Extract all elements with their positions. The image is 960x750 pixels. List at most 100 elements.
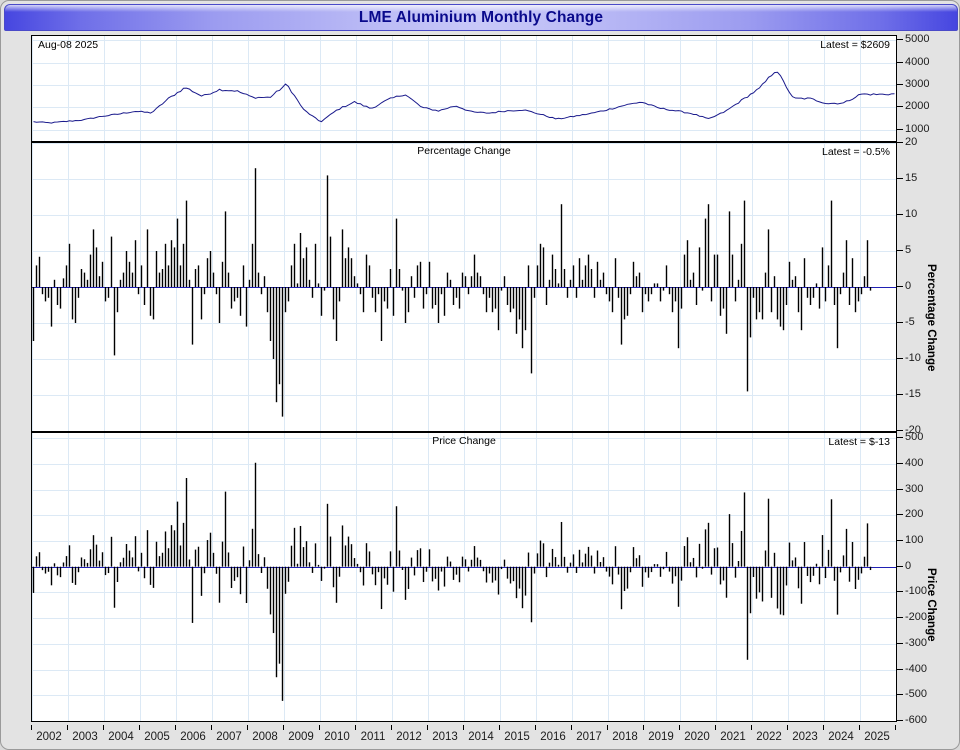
tick-label: 15: [905, 172, 918, 184]
x-axis-label: 2004: [108, 731, 134, 743]
axis-title-percentage-change: Percentage Change: [925, 264, 937, 372]
tick-label: -5: [905, 316, 915, 328]
grid-line-vertical: [428, 433, 429, 721]
panel-price-change[interactable]: Price Change Latest = $-13: [31, 432, 897, 722]
grid-line-horizontal: [32, 463, 896, 465]
x-axis-label: 2015: [504, 731, 530, 743]
tick-dash: [897, 437, 903, 439]
tick-label: 4000: [905, 55, 930, 68]
percentage-panel-title: Percentage Change: [417, 145, 511, 157]
x-axis-label: 2002: [36, 731, 62, 743]
grid-line-vertical: [356, 36, 357, 141]
grid-line-horizontal: [32, 515, 896, 517]
grid-line-vertical: [392, 36, 393, 141]
grid-line-vertical: [212, 36, 213, 141]
x-axis-label: 2019: [648, 731, 674, 743]
tick-dash: [897, 488, 903, 490]
tick-dash: [897, 565, 903, 567]
tick-label: -20: [905, 424, 921, 436]
tick-dash: [897, 39, 903, 41]
grid-line-vertical: [248, 433, 249, 721]
x-axis-tick: [499, 725, 500, 730]
grid-line-vertical: [788, 433, 789, 721]
tick-dash: [897, 540, 903, 541]
grid-line-horizontal: [32, 85, 896, 87]
grid-line-vertical: [536, 433, 537, 721]
tick-label: -10: [905, 352, 921, 364]
percentage-latest-label: Latest = -0.5%: [822, 146, 890, 158]
x-axis-tick: [823, 725, 824, 730]
x-axis-tick: [31, 725, 32, 730]
tick-label: 300: [905, 482, 924, 495]
x-axis-tick: [139, 725, 140, 730]
grid-line-vertical: [284, 433, 285, 721]
grid-line-horizontal: [32, 251, 896, 252]
tick-label: 5000: [905, 33, 930, 46]
grid-line-vertical: [464, 433, 465, 721]
tick-label: 5: [905, 244, 912, 256]
x-axis-label: 2005: [144, 731, 170, 743]
tick-dash: [897, 430, 903, 431]
x-axis-tick: [319, 725, 320, 730]
grid-line-horizontal: [32, 669, 896, 671]
chart-canvas: Aug-08 2025 Latest = $2609 Percentage Ch…: [1, 32, 959, 749]
grid-line-vertical: [716, 433, 717, 721]
grid-line-vertical: [608, 433, 609, 721]
grid-line-horizontal: [32, 323, 896, 324]
x-axis-label: 2023: [792, 731, 818, 743]
grid-line-horizontal: [32, 438, 896, 440]
x-axis-tick: [895, 725, 896, 730]
zero-line: [32, 566, 896, 568]
grid-line-vertical: [716, 36, 717, 141]
grid-line-horizontal: [32, 129, 896, 131]
grid-line-vertical: [536, 36, 537, 141]
grid-line-vertical: [356, 433, 357, 721]
price-change-panel-title: Price Change: [432, 435, 496, 447]
x-axis-label: 2011: [360, 731, 386, 743]
x-axis-tick: [607, 725, 608, 730]
grid-line-horizontal: [32, 695, 896, 697]
grid-line-vertical: [212, 433, 213, 721]
grid-line-vertical: [32, 433, 33, 721]
grid-line-vertical: [176, 36, 177, 141]
tick-label: 0: [905, 280, 912, 292]
tick-label: 200: [905, 508, 924, 521]
panel-price-history[interactable]: Aug-08 2025 Latest = $2609: [31, 35, 897, 142]
x-axis-tick: [643, 725, 644, 730]
x-axis-label: 2016: [540, 731, 566, 743]
x-axis-label: 2017: [576, 731, 602, 743]
x-axis-label: 2012: [396, 731, 422, 743]
grid-line-vertical: [176, 433, 177, 721]
grid-line-horizontal: [32, 107, 896, 109]
grid-line-horizontal: [32, 62, 896, 64]
tick-label: 400: [905, 456, 924, 469]
page-title: LME Aluminium Monthly Change: [358, 9, 604, 26]
x-axis-label: 2009: [288, 731, 314, 743]
x-axis-tick: [427, 725, 428, 730]
grid-line-vertical: [248, 36, 249, 141]
grid-line-horizontal: [32, 215, 896, 216]
axis-price-change-ticks: 500 400 300 200 100 0 -100 -200 -300 -400 -500 -600: [897, 431, 959, 726]
tick-dash: [897, 591, 903, 593]
price-change-bars: [32, 462, 872, 701]
tick-label: 3000: [905, 78, 930, 91]
price-change-latest-label: Latest = $-13: [828, 436, 890, 448]
x-axis-tick: [175, 725, 176, 730]
x-axis-label: 2006: [180, 731, 206, 743]
tick-dash: [897, 128, 903, 130]
x-axis-label: 2025: [864, 731, 890, 743]
tick-dash: [897, 358, 903, 359]
x-axis-tick: [679, 725, 680, 730]
tick-dash: [897, 322, 903, 323]
panel-percentage-change[interactable]: Percentage Change Latest = -0.5%: [31, 142, 897, 432]
grid-line-horizontal: [32, 721, 896, 722]
grid-line-vertical: [788, 36, 789, 141]
grid-line-horizontal: [32, 618, 896, 620]
grid-line-vertical: [464, 36, 465, 141]
grid-line-vertical: [644, 36, 645, 141]
grid-line-vertical: [500, 36, 501, 141]
tick-label: -15: [905, 388, 921, 400]
grid-line-horizontal: [32, 395, 896, 396]
grid-line-vertical: [680, 433, 681, 721]
